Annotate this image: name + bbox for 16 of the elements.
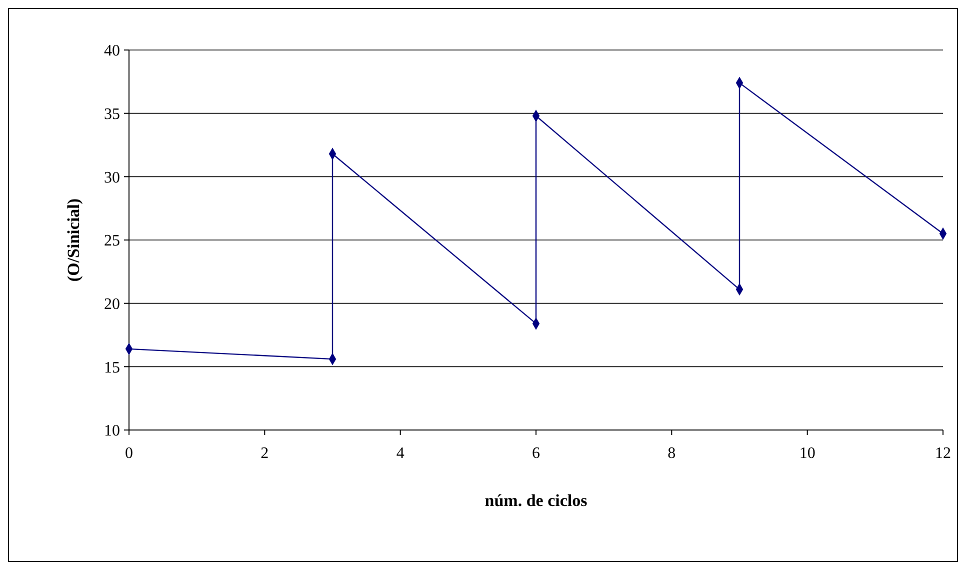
x-tick-label: 6 xyxy=(532,445,540,462)
y-tick-label: 30 xyxy=(104,169,120,186)
x-tick-label: 4 xyxy=(396,445,404,462)
y-tick-label: 25 xyxy=(104,232,120,250)
x-tick-label: 0 xyxy=(125,445,133,462)
x-axis-title: núm. de ciclos xyxy=(484,491,588,510)
y-tick-label: 40 xyxy=(104,42,120,60)
x-tick-label: 12 xyxy=(935,445,951,462)
x-tick-label: 10 xyxy=(799,445,816,462)
y-axis-title: (O/Sinicial) xyxy=(64,198,83,282)
y-tick-label: 20 xyxy=(104,296,120,313)
x-tick-label: 2 xyxy=(260,445,269,462)
y-tick-label: 35 xyxy=(104,106,120,123)
x-tick-label: 8 xyxy=(668,445,676,462)
y-tick-label: 15 xyxy=(104,359,120,376)
y-tick-label: 10 xyxy=(104,422,120,440)
